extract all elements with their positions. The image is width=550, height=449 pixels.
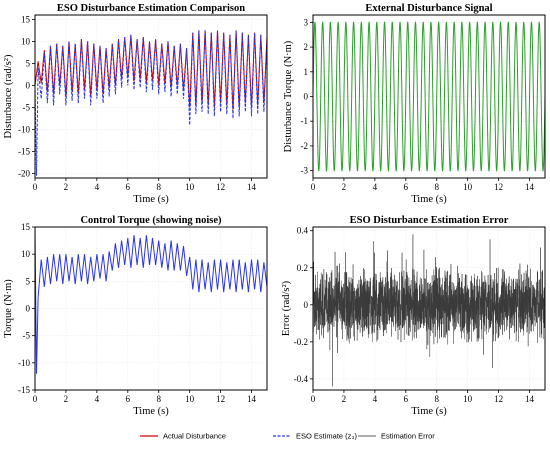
plot-area [35, 30, 267, 176]
x-tick-label: 10 [185, 394, 195, 404]
plot-area [313, 21, 545, 172]
x-tick-label: 14 [247, 182, 257, 192]
x-tick-label: 2 [64, 394, 69, 404]
chart-title: External Disturbance Signal [365, 3, 492, 14]
panel-p4: 0 2 4 6 8 10 12 14 -0.4 -0.2 0 0.2 0.4 ESO Disturbanc… [281, 215, 546, 417]
legend-label: ESO Estimate (z₃) [296, 432, 357, 441]
y-tick-label: 2 [304, 42, 309, 52]
legend: Actual Disturbance ESO Estimate (z₃) Estim… [140, 432, 435, 441]
x-tick-label: 14 [525, 394, 535, 404]
x-tick-label: 12 [216, 182, 225, 192]
chart-title: ESO Disturbance Estimation Comparison [57, 3, 245, 14]
y-tick-label: -0.4 [294, 374, 309, 384]
plot-area [35, 227, 267, 374]
y-tick-label: -5 [23, 331, 31, 341]
y-tick-label: -5 [23, 103, 31, 113]
x-tick-label: 14 [525, 182, 535, 192]
x-tick-label: 0 [33, 394, 38, 404]
series-line-p2-0 [313, 21, 545, 172]
x-tick-label: 8 [434, 182, 439, 192]
y-tick-label: 0 [304, 92, 309, 102]
x-tick-label: 0 [311, 182, 316, 192]
chart-title: ESO Disturbance Estimation Error [350, 215, 509, 226]
x-tick-label: 12 [494, 182, 503, 192]
x-tick-label: 8 [156, 182, 161, 192]
y-tick-label: 0 [26, 304, 31, 314]
x-tick-label: 10 [463, 182, 473, 192]
chart-title: Control Torque (showing noise) [80, 215, 222, 226]
x-tick-label: 0 [33, 182, 38, 192]
x-axis-label: Time (s) [411, 406, 447, 417]
series-line-p1-1 [35, 30, 267, 176]
x-tick-label: 0 [311, 394, 316, 404]
y-tick-label: -10 [18, 125, 30, 135]
y-tick-label: -20 [18, 169, 30, 179]
y-axis-label: Error (rad/s²) [281, 280, 292, 336]
y-tick-label: 0 [304, 300, 309, 310]
panel-p1: 0 2 4 6 8 10 12 14 -20 -15 -10 -5 0 5 10 15 ESO Disturba… [3, 3, 268, 205]
x-axis-label: Time (s) [133, 194, 169, 205]
x-tick-label: 12 [494, 394, 503, 404]
legend-label: Estimation Error [381, 432, 435, 441]
y-tick-label: 15 [21, 222, 31, 232]
y-tick-label: 10 [21, 249, 31, 259]
y-tick-label: -3 [301, 166, 309, 176]
y-tick-label: 0.2 [297, 263, 308, 273]
x-tick-label: 6 [404, 182, 409, 192]
x-tick-label: 12 [216, 394, 225, 404]
x-tick-label: 2 [64, 182, 69, 192]
y-tick-label: -15 [18, 147, 30, 157]
panel-p3: 0 2 4 6 8 10 12 14 -15 -10 -5 0 5 10 15 Control Torque … [3, 215, 268, 417]
y-axis-label: Torque (N·m) [3, 279, 14, 338]
x-tick-label: 14 [247, 394, 257, 404]
x-tick-label: 4 [95, 394, 100, 404]
plot-area [313, 234, 545, 387]
y-tick-label: 15 [21, 14, 31, 24]
x-axis-label: Time (s) [133, 406, 169, 417]
series-line-p3-0 [35, 227, 267, 374]
x-tick-label: 4 [373, 182, 378, 192]
x-tick-label: 8 [434, 394, 439, 404]
y-tick-label: -2 [301, 141, 309, 151]
x-tick-label: 6 [126, 394, 131, 404]
x-tick-label: 2 [342, 394, 347, 404]
x-axis-label: Time (s) [411, 194, 447, 205]
y-tick-label: -10 [18, 358, 30, 368]
x-tick-label: 10 [185, 182, 195, 192]
axes-frame [34, 14, 268, 179]
y-tick-label: -0.2 [294, 337, 308, 347]
x-tick-label: 2 [342, 182, 347, 192]
x-tick-label: 6 [404, 394, 409, 404]
x-tick-label: 10 [463, 394, 473, 404]
x-tick-label: 8 [156, 394, 161, 404]
y-tick-label: 0.4 [297, 226, 309, 236]
y-axis-label: Disturbance (rad/s²) [3, 54, 14, 138]
y-tick-label: 3 [304, 17, 309, 27]
axes-frame [312, 226, 546, 391]
y-tick-label: 5 [26, 276, 31, 286]
y-tick-label: 5 [26, 58, 31, 68]
y-tick-label: 1 [304, 67, 309, 77]
y-tick-label: -1 [301, 116, 309, 126]
y-tick-label: 0 [26, 80, 31, 90]
legend-label: Actual Disturbance [163, 432, 226, 441]
y-tick-label: -15 [18, 385, 30, 395]
series-line-p4-0 [313, 234, 545, 387]
x-tick-label: 4 [95, 182, 100, 192]
x-tick-label: 6 [126, 182, 131, 192]
y-axis-label: Disturbance Torque (N·m) [283, 40, 294, 152]
x-tick-label: 4 [373, 394, 378, 404]
y-tick-label: 10 [21, 36, 31, 46]
